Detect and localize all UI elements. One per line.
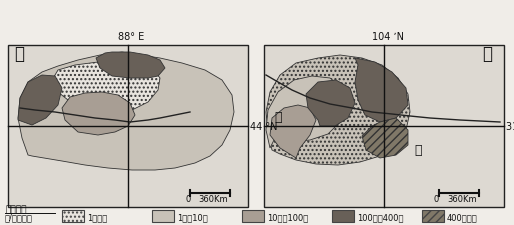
Bar: [332, 210, 354, 222]
Text: 44 °N: 44 °N: [250, 122, 278, 132]
Text: 0: 0: [185, 195, 190, 204]
Polygon shape: [266, 55, 410, 165]
Text: 104 ʼN: 104 ʼN: [372, 32, 404, 42]
Text: 人/平方千米: 人/平方千米: [5, 213, 33, 222]
Bar: [264, 45, 504, 207]
Polygon shape: [96, 52, 165, 78]
Text: 甲: 甲: [14, 45, 24, 63]
Bar: [422, 210, 444, 222]
Text: 10人～100人: 10人～100人: [267, 213, 308, 222]
Polygon shape: [266, 76, 346, 148]
Text: 360Km: 360Km: [447, 195, 476, 204]
Text: 江: 江: [414, 144, 421, 157]
Text: 31 °E: 31 °E: [506, 122, 514, 132]
Text: 1人～10人: 1人～10人: [177, 213, 208, 222]
Text: 乙: 乙: [482, 45, 492, 63]
Polygon shape: [355, 58, 408, 122]
Text: 人口密度: 人口密度: [5, 205, 27, 214]
Text: 100人～400人: 100人～400人: [357, 213, 403, 222]
Bar: [152, 210, 174, 222]
Polygon shape: [306, 80, 355, 126]
Text: 400人以上: 400人以上: [447, 213, 478, 222]
Text: 1人以下: 1人以下: [87, 213, 107, 222]
Text: 长: 长: [274, 111, 282, 124]
Text: 88° E: 88° E: [118, 32, 144, 42]
Polygon shape: [362, 118, 408, 158]
Polygon shape: [52, 60, 160, 113]
Bar: [242, 210, 264, 222]
Bar: [8, 45, 248, 207]
Polygon shape: [18, 75, 62, 125]
Polygon shape: [270, 105, 316, 158]
Text: 360Km: 360Km: [198, 195, 228, 204]
Polygon shape: [62, 92, 135, 135]
Polygon shape: [18, 52, 234, 170]
Bar: [62, 210, 84, 222]
Text: 0: 0: [434, 195, 439, 204]
